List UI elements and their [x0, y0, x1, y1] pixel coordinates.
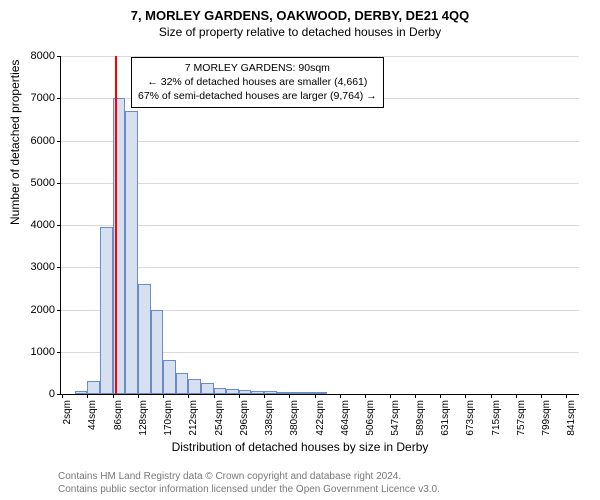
annotation-line3: 67% of semi-detached houses are larger (…	[138, 89, 377, 103]
xtick-label: 338sqm	[264, 400, 275, 436]
ytick-label: 4000	[31, 219, 55, 231]
histogram-bar	[100, 227, 113, 394]
ytick-mark	[57, 352, 61, 353]
histogram-bar	[214, 388, 227, 394]
xtick-mark	[163, 394, 164, 398]
xtick-label: 631sqm	[440, 400, 451, 436]
annotation-line2: ← 32% of detached houses are smaller (4,…	[138, 75, 377, 89]
ytick-label: 5000	[31, 177, 55, 189]
histogram-bar	[176, 373, 189, 394]
ytick-mark	[57, 310, 61, 311]
histogram-bar	[87, 381, 100, 394]
y-axis-label: Number of detached properties	[8, 60, 22, 225]
xtick-mark	[440, 394, 441, 398]
chart-container: 7, MORLEY GARDENS, OAKWOOD, DERBY, DE21 …	[0, 0, 600, 500]
ytick-label: 0	[49, 388, 55, 400]
xtick-label: 547sqm	[390, 400, 401, 436]
footer-line1: Contains HM Land Registry data © Crown c…	[58, 470, 440, 483]
annotation-box: 7 MORLEY GARDENS: 90sqm← 32% of detached…	[131, 57, 384, 108]
footer-attribution: Contains HM Land Registry data © Crown c…	[58, 470, 440, 496]
xtick-mark	[188, 394, 189, 398]
ytick-label: 8000	[31, 50, 55, 62]
xtick-label: 799sqm	[541, 400, 552, 436]
xtick-label: 2sqm	[62, 400, 73, 424]
xtick-mark	[465, 394, 466, 398]
xtick-label: 589sqm	[415, 400, 426, 436]
histogram-bar	[125, 111, 138, 394]
ytick-mark	[57, 141, 61, 142]
xtick-mark	[365, 394, 366, 398]
xtick-label: 212sqm	[188, 400, 199, 436]
xtick-mark	[264, 394, 265, 398]
ytick-mark	[57, 267, 61, 268]
ytick-mark	[57, 183, 61, 184]
histogram-bar	[188, 379, 201, 394]
xtick-label: 380sqm	[289, 400, 300, 436]
xtick-mark	[87, 394, 88, 398]
plot-area: 0100020003000400050006000700080002sqm44s…	[60, 56, 579, 395]
gridline	[61, 225, 579, 226]
xtick-mark	[566, 394, 567, 398]
histogram-bar	[201, 383, 214, 394]
ytick-label: 7000	[31, 92, 55, 104]
histogram-bar	[277, 392, 290, 394]
xtick-mark	[289, 394, 290, 398]
xtick-mark	[491, 394, 492, 398]
xtick-mark	[516, 394, 517, 398]
xtick-label: 757sqm	[516, 400, 527, 436]
xtick-mark	[62, 394, 63, 398]
xtick-label: 296sqm	[239, 400, 250, 436]
chart-title: 7, MORLEY GARDENS, OAKWOOD, DERBY, DE21 …	[0, 0, 600, 23]
xtick-label: 170sqm	[163, 400, 174, 436]
ytick-mark	[57, 225, 61, 226]
xtick-mark	[239, 394, 240, 398]
xtick-mark	[315, 394, 316, 398]
ytick-mark	[57, 56, 61, 57]
ytick-mark	[57, 394, 61, 395]
x-axis-label: Distribution of detached houses by size …	[0, 440, 600, 454]
histogram-bar	[163, 360, 176, 394]
ytick-label: 2000	[31, 304, 55, 316]
histogram-bar	[315, 392, 328, 394]
gridline	[61, 183, 579, 184]
histogram-bar	[226, 389, 239, 394]
xtick-label: 673sqm	[465, 400, 476, 436]
xtick-mark	[340, 394, 341, 398]
chart-subtitle: Size of property relative to detached ho…	[0, 23, 600, 39]
histogram-bar	[75, 391, 88, 394]
xtick-mark	[541, 394, 542, 398]
xtick-label: 254sqm	[214, 400, 225, 436]
xtick-label: 464sqm	[340, 400, 351, 436]
histogram-bar	[251, 391, 264, 394]
xtick-label: 86sqm	[113, 400, 124, 430]
xtick-mark	[390, 394, 391, 398]
histogram-bar	[138, 284, 151, 394]
xtick-mark	[415, 394, 416, 398]
footer-line2: Contains public sector information licen…	[58, 483, 440, 496]
xtick-mark	[214, 394, 215, 398]
highlight-marker	[115, 56, 117, 394]
histogram-bar	[264, 391, 277, 394]
ytick-mark	[57, 98, 61, 99]
xtick-mark	[138, 394, 139, 398]
xtick-label: 841sqm	[566, 400, 577, 436]
xtick-mark	[113, 394, 114, 398]
xtick-label: 128sqm	[138, 400, 149, 436]
gridline	[61, 267, 579, 268]
histogram-bar	[289, 392, 302, 394]
ytick-label: 3000	[31, 261, 55, 273]
ytick-label: 1000	[31, 346, 55, 358]
histogram-bar	[151, 310, 164, 395]
xtick-label: 44sqm	[87, 400, 98, 430]
ytick-label: 6000	[31, 135, 55, 147]
xtick-label: 422sqm	[315, 400, 326, 436]
histogram-bar	[302, 392, 315, 394]
xtick-label: 715sqm	[491, 400, 502, 436]
annotation-line1: 7 MORLEY GARDENS: 90sqm	[138, 61, 377, 75]
histogram-bar	[239, 390, 252, 394]
xtick-label: 506sqm	[365, 400, 376, 436]
gridline	[61, 141, 579, 142]
